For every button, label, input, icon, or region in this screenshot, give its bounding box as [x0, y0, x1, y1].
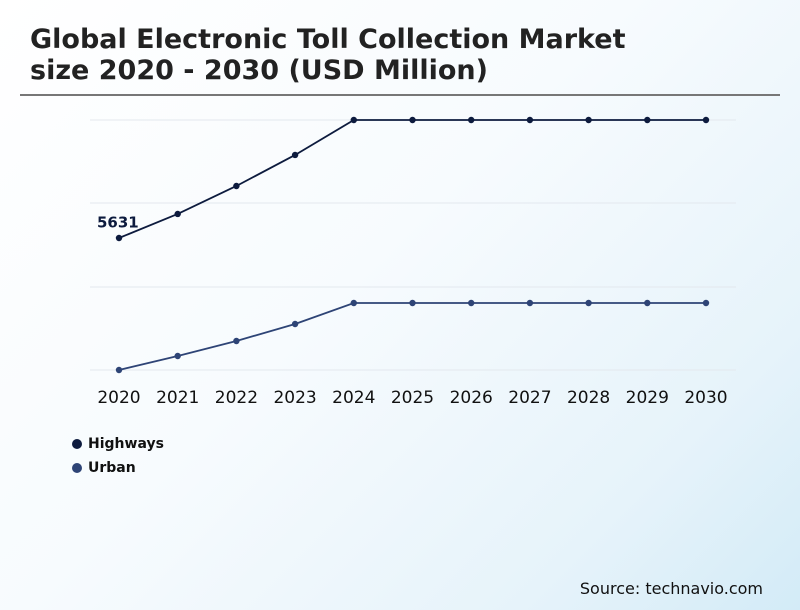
data-point [233, 337, 240, 345]
data-point [702, 116, 710, 124]
data-point [468, 116, 475, 124]
data-point [409, 299, 416, 307]
data-point [350, 116, 357, 124]
legend-marker [72, 463, 82, 473]
x-tick-label: 2022 [215, 388, 258, 408]
data-point [115, 366, 123, 374]
grid [90, 119, 736, 371]
data-point [644, 299, 651, 307]
x-tick-label: 2028 [567, 388, 610, 408]
x-tick-label: 2024 [332, 388, 375, 408]
x-tick-label: 2020 [97, 388, 140, 408]
data-label: 5631 [97, 214, 139, 232]
legend-label: Highways [88, 436, 164, 452]
title-rule [20, 94, 780, 96]
x-tick-label: 2029 [626, 388, 669, 408]
x-tick-label: 2023 [273, 388, 316, 408]
data-point [115, 234, 123, 242]
data-point [350, 299, 357, 307]
data-point [174, 352, 181, 360]
data-point [409, 116, 416, 124]
data-point [644, 116, 651, 124]
data-point [702, 299, 710, 307]
x-tick-label: 2030 [684, 388, 727, 408]
data-point [526, 116, 534, 124]
x-tick-label: 2025 [391, 388, 434, 408]
data-point [233, 182, 240, 190]
legend-marker [72, 439, 82, 449]
data-point [291, 320, 299, 328]
data-point [585, 299, 592, 307]
series-line [118, 119, 706, 239]
data-point [526, 299, 534, 307]
data-point [585, 116, 592, 124]
x-tick-label: 2026 [450, 388, 493, 408]
data-point [174, 210, 181, 218]
x-tick-label: 2027 [508, 388, 551, 408]
chart-title: Global Electronic Toll Collection Market… [30, 24, 626, 86]
legend-label: Urban [88, 460, 136, 476]
source: Source: technavio.com [579, 579, 763, 598]
data-point [291, 151, 299, 159]
x-tick-label: 2021 [156, 388, 199, 408]
series-line [118, 302, 706, 371]
data-point [468, 299, 475, 307]
